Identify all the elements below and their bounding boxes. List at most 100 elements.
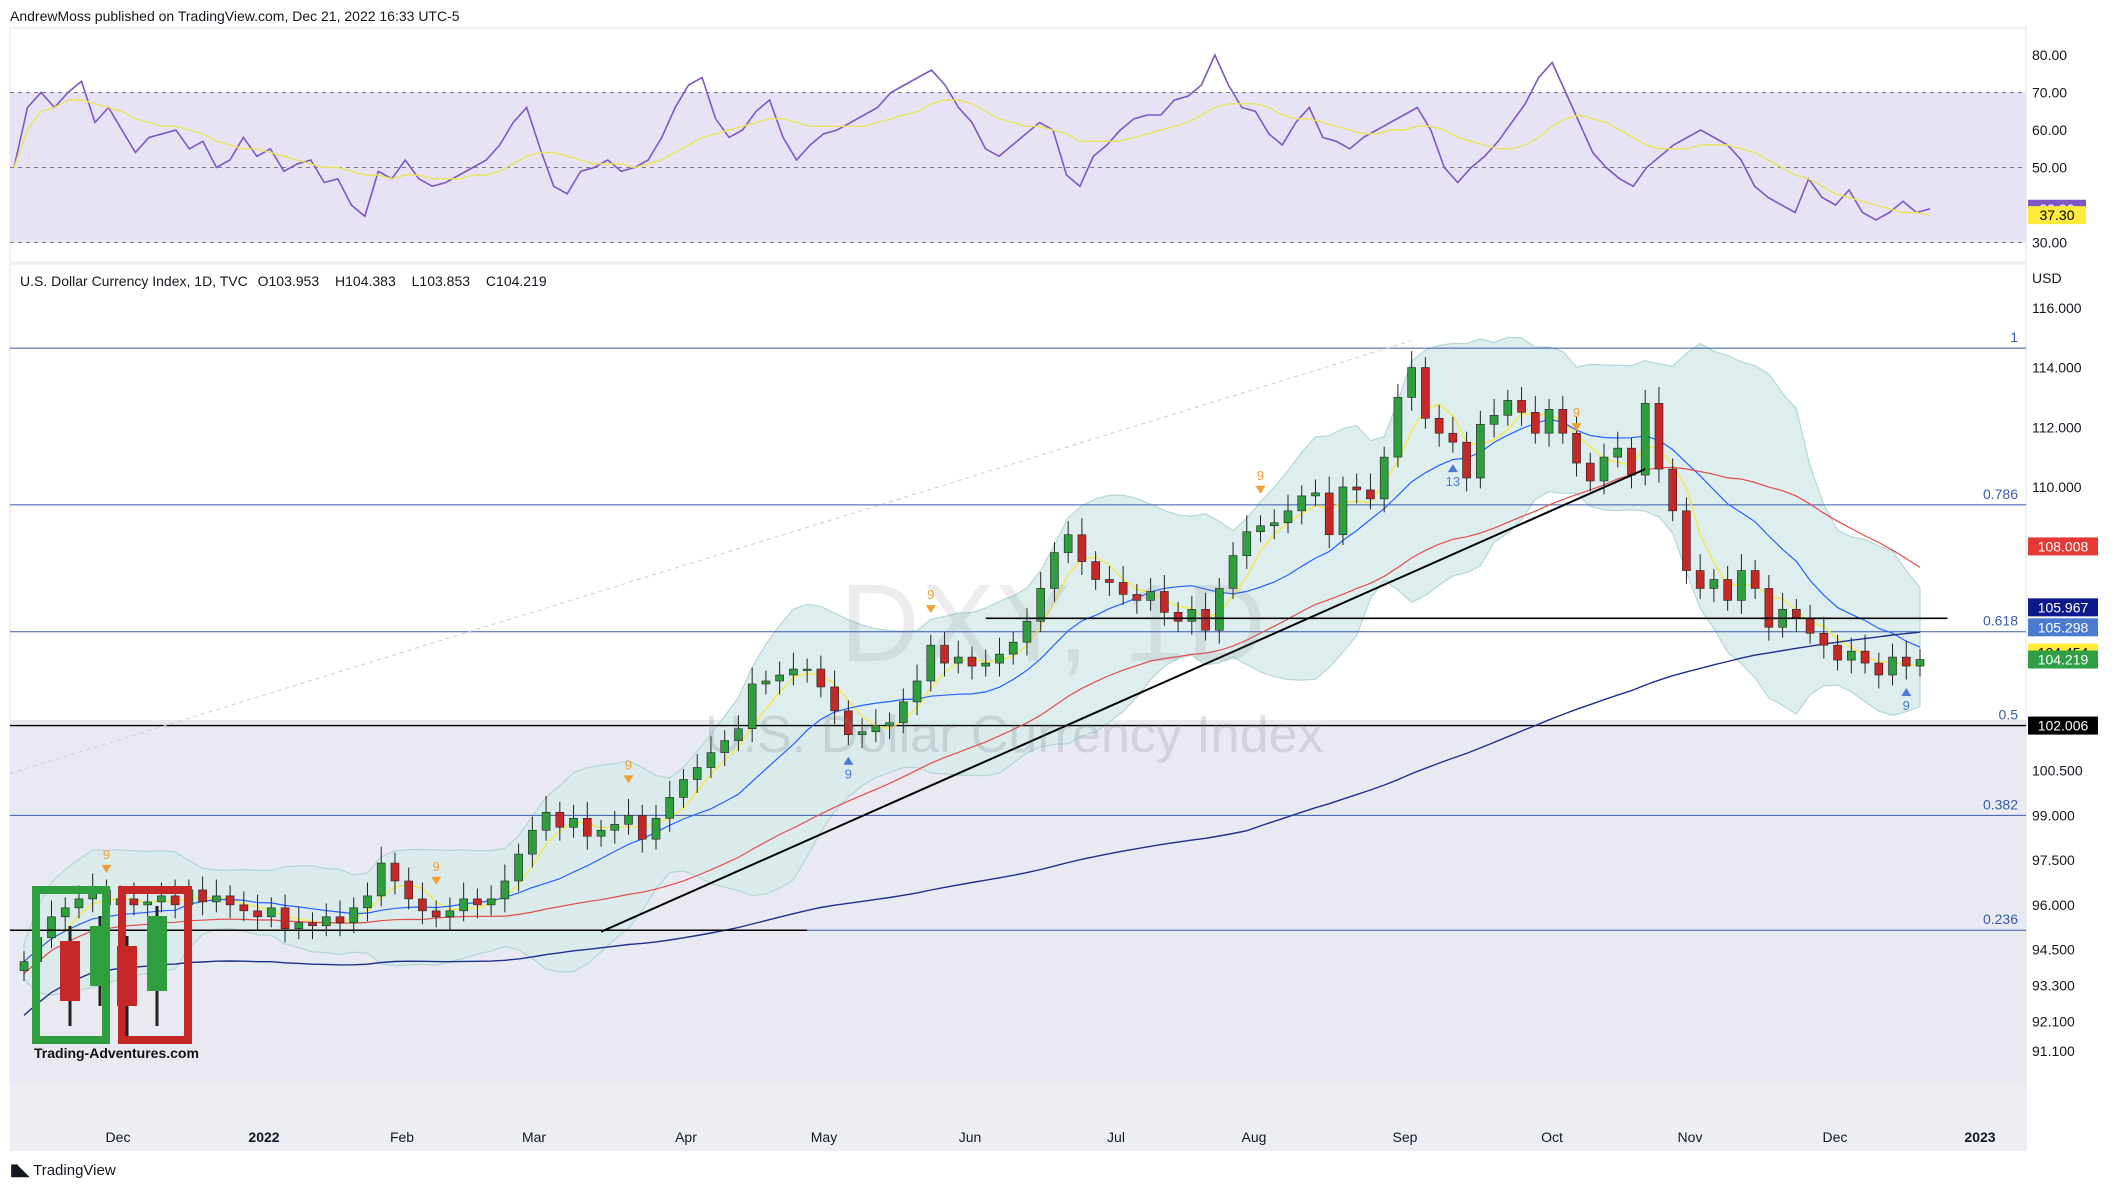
candle bbox=[1105, 579, 1114, 583]
candle bbox=[321, 916, 331, 927]
candle bbox=[1256, 525, 1265, 533]
candle bbox=[1421, 367, 1430, 419]
sequence-label: 9 bbox=[433, 859, 440, 874]
candle bbox=[1764, 588, 1774, 628]
candle bbox=[583, 817, 592, 837]
price-value-badge bbox=[2028, 716, 2098, 735]
candle bbox=[1819, 632, 1829, 646]
candle bbox=[569, 817, 578, 828]
fib-label: 0.382 bbox=[1983, 796, 2018, 812]
candle bbox=[885, 722, 894, 727]
candle bbox=[1311, 492, 1320, 497]
price-tick-label: 92.100 bbox=[2032, 1013, 2075, 1029]
publisher-line: AndrewMoss published on TradingView.com,… bbox=[10, 8, 460, 24]
candle bbox=[1888, 656, 1897, 676]
candle bbox=[789, 668, 798, 676]
candle bbox=[1599, 456, 1609, 482]
series-title: U.S. Dollar Currency Index, 1D, TVC bbox=[20, 273, 248, 289]
price-tick-label: 94.500 bbox=[2032, 942, 2075, 958]
sequence-label: 9 bbox=[1573, 405, 1580, 420]
sequence-marker bbox=[925, 605, 936, 614]
candle bbox=[1146, 591, 1155, 601]
candle bbox=[308, 922, 317, 927]
candle bbox=[1517, 400, 1526, 413]
rsi-ma-line bbox=[13, 99, 1931, 216]
footer-brand[interactable]: ▮◣ TradingView bbox=[10, 1160, 116, 1180]
candle bbox=[555, 812, 565, 828]
candle bbox=[1132, 594, 1142, 601]
candle bbox=[267, 907, 276, 918]
candle bbox=[1640, 403, 1650, 476]
price-value-badge bbox=[2028, 598, 2098, 617]
candle bbox=[1008, 641, 1018, 655]
candle bbox=[170, 895, 180, 906]
candle bbox=[1915, 659, 1925, 667]
candle bbox=[1750, 570, 1760, 589]
candle bbox=[1476, 423, 1485, 479]
fib-label: 1 bbox=[2010, 329, 2018, 345]
candle bbox=[651, 817, 661, 840]
price-value-badge bbox=[2028, 537, 2098, 556]
rsi-tick-label: 30.00 bbox=[2032, 235, 2067, 251]
candle bbox=[1215, 588, 1224, 631]
series-legend: U.S. Dollar Currency Index, 1D, TVC O103… bbox=[20, 273, 559, 289]
tradingview-logo-icon: ▮◣ bbox=[10, 1162, 29, 1179]
candle bbox=[1531, 412, 1540, 434]
candle bbox=[1173, 612, 1183, 622]
name-watermark: U.S. Dollar Currency Index bbox=[705, 706, 1324, 764]
candle bbox=[1338, 486, 1348, 536]
candle bbox=[1228, 555, 1238, 589]
axis-layer: 80.0070.0060.0050.0030.0039.0037.30USD11… bbox=[106, 47, 2098, 1145]
candle bbox=[1503, 400, 1513, 416]
candle bbox=[445, 910, 455, 918]
candle bbox=[1723, 579, 1732, 601]
candle bbox=[1269, 522, 1279, 527]
ohlc-low: L103.853 bbox=[411, 273, 471, 289]
candle bbox=[431, 910, 441, 918]
candle bbox=[665, 797, 675, 819]
candle bbox=[775, 674, 784, 682]
price-value-badge bbox=[2028, 618, 2098, 637]
candle bbox=[349, 907, 359, 924]
candle bbox=[816, 668, 826, 688]
candle bbox=[871, 725, 881, 733]
sequence-label: 9 bbox=[845, 767, 852, 782]
price-axis-unit: USD bbox=[2032, 270, 2062, 286]
ohlc-open: O103.953 bbox=[257, 273, 320, 289]
candle bbox=[1434, 417, 1444, 434]
time-tick-label: Aug bbox=[1242, 1129, 1267, 1145]
symbol-watermark: DXY, 1D bbox=[840, 562, 1268, 685]
candle bbox=[1050, 552, 1059, 589]
sequence-marker bbox=[1901, 688, 1912, 697]
candle bbox=[47, 916, 56, 939]
rsi-tick-label: 80.00 bbox=[2032, 47, 2067, 63]
price-tick-label: 110.000 bbox=[2032, 479, 2082, 495]
candle bbox=[1448, 432, 1458, 443]
candle bbox=[1297, 495, 1307, 512]
candle bbox=[1118, 582, 1128, 595]
candle bbox=[1187, 609, 1197, 622]
candle bbox=[637, 815, 647, 840]
price-value-label: 105.967 bbox=[2038, 599, 2089, 615]
time-tick-label: May bbox=[811, 1129, 837, 1145]
candle bbox=[1242, 531, 1252, 556]
time-tick-label: Nov bbox=[1678, 1129, 1703, 1145]
candle bbox=[624, 815, 633, 825]
price-tick-label: 100.500 bbox=[2032, 763, 2083, 779]
price-tick-label: 96.000 bbox=[2032, 897, 2075, 913]
time-tick-label: Mar bbox=[522, 1129, 546, 1145]
candle bbox=[60, 907, 70, 918]
sequence-label: 13 bbox=[1446, 474, 1460, 489]
price-value-label: 108.008 bbox=[2038, 538, 2089, 554]
candle bbox=[404, 880, 413, 900]
rsi-tick-label: 50.00 bbox=[2032, 160, 2067, 176]
candle bbox=[830, 686, 839, 712]
candle bbox=[747, 683, 757, 730]
ma-long-line bbox=[23, 631, 1921, 1016]
sequence-label: 9 bbox=[1257, 468, 1264, 483]
candle bbox=[844, 710, 853, 736]
candle bbox=[1668, 468, 1677, 512]
candle bbox=[912, 680, 922, 703]
candle bbox=[1462, 441, 1471, 479]
